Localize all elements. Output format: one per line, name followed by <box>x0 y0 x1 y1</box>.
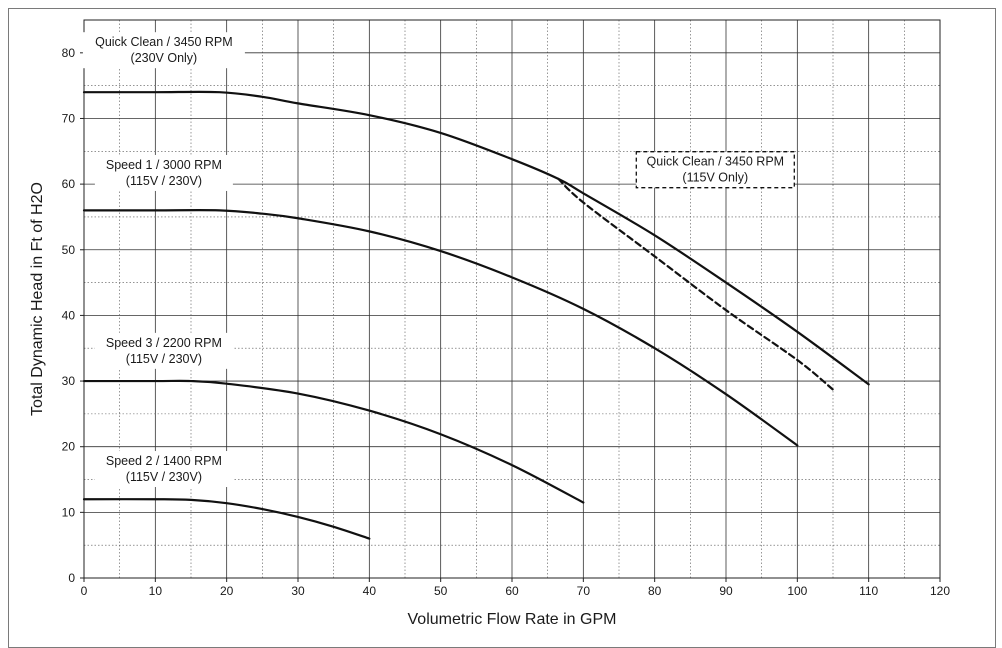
curve-speed-3 <box>82 379 585 504</box>
y-tick-label: 10 <box>62 505 76 519</box>
x-tick-label: 100 <box>787 584 807 598</box>
x-axis-title: Volumetric Flow Rate in GPM <box>408 611 617 628</box>
label-speed-1: Speed 1 / 3000 RPM (115V / 230V) <box>94 154 233 191</box>
curve-speed-1 <box>82 209 799 447</box>
series-labels: Quick Clean / 3450 RPM(230V Only)Quick C… <box>82 32 795 488</box>
label-speed-2: Speed 2 / 1400 RPM (115V / 230V) <box>94 451 233 488</box>
label-line: (230V Only) <box>131 51 198 65</box>
label-line: (115V / 230V) <box>126 470 202 484</box>
x-tick-label: 30 <box>291 584 305 598</box>
y-tick-label: 50 <box>62 243 76 257</box>
label-box <box>635 151 795 189</box>
label-line: Quick Clean / 3450 RPM <box>647 155 785 169</box>
x-tick-label: 90 <box>719 584 733 598</box>
label-line: Quick Clean / 3450 RPM <box>95 35 233 49</box>
x-tick-label: 10 <box>149 584 163 598</box>
y-tick-label: 60 <box>62 177 76 191</box>
label-speed-3: Speed 3 / 2200 RPM (115V / 230V) <box>94 332 233 369</box>
x-tick-label: 70 <box>577 584 591 598</box>
y-tick-label: 70 <box>62 111 76 125</box>
y-tick-label: 20 <box>62 440 76 454</box>
label-quick-clean-230v: Quick Clean / 3450 RPM (230V Only) <box>82 32 245 69</box>
y-tick-label: 80 <box>62 46 76 60</box>
label-line: (115V / 230V) <box>126 352 202 366</box>
x-tick-label: 110 <box>859 584 878 598</box>
label-line: Speed 3 / 2200 RPM <box>106 336 222 350</box>
label-line: (115V Only) <box>682 171 748 185</box>
curve-quick-clean-115v <box>557 177 835 391</box>
tick-labels: 0 10 20 30 40 50 60 70 80 90 100 110 120 0 10 20 30 40 50 6… <box>62 46 951 598</box>
label-line: Speed 2 / 1400 RPM <box>106 454 222 468</box>
x-tick-label: 80 <box>648 584 662 598</box>
y-tick-label: 0 <box>68 571 75 585</box>
curve-quick-clean-230v <box>82 90 870 386</box>
curves <box>82 90 870 540</box>
y-axis-title: Total Dynamic Head in Ft of H2O <box>29 182 46 416</box>
label-line: (115V / 230V) <box>126 174 202 188</box>
curve-speed-2 <box>82 498 371 540</box>
label-box <box>82 32 245 69</box>
y-tick-label: 30 <box>62 374 76 388</box>
label-box <box>94 451 233 488</box>
x-tick-label: 0 <box>81 584 88 598</box>
label-box <box>94 332 233 369</box>
label-line: Speed 1 / 3000 RPM <box>106 158 222 172</box>
grid <box>83 19 941 579</box>
x-tick-label: 50 <box>434 584 448 598</box>
x-tick-label: 20 <box>220 584 234 598</box>
pump-curve-chart: 0 10 20 30 40 50 60 70 80 90 100 110 120 0 10 20 30 40 50 6… <box>29 19 951 628</box>
x-tick-label: 120 <box>930 584 950 598</box>
label-box <box>94 154 233 191</box>
x-tick-label: 40 <box>363 584 377 598</box>
label-quick-clean-115v: Quick Clean / 3450 RPM (115V Only) <box>635 151 795 189</box>
y-tick-label: 40 <box>62 308 76 322</box>
x-tick-label: 60 <box>505 584 519 598</box>
